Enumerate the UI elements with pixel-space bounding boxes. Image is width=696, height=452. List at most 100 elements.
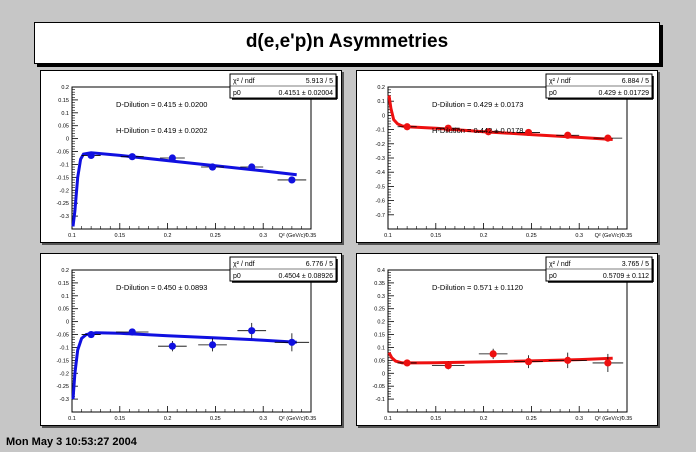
y-tick-label: -0.05 — [56, 150, 69, 156]
x-axis-label: Q² (GeV/c)² — [595, 416, 624, 422]
x-tick-label: 0.3 — [575, 233, 583, 239]
stats-p0-label: p0 — [549, 90, 557, 97]
x-tick-label: 0.35 — [622, 416, 633, 422]
data-point — [444, 124, 452, 132]
chart-bottom-right: -0.1 -0.05 0 0.05 0.1 0.15 0.2 0.25 0.3 0.35 0.4 0.… — [372, 256, 654, 422]
y-tick-label: 0.4 — [377, 268, 385, 274]
page-title: d(e,e'p)n Asymmetries — [245, 31, 449, 52]
y-tick-label: -0.1 — [60, 345, 69, 351]
x-tick-label: 0.15 — [430, 233, 441, 239]
y-tick-label: 0.2 — [377, 320, 385, 326]
dilution-annotation: H-Dilution = 0.442 ± 0.0178 — [432, 126, 523, 135]
plot-frame — [71, 86, 312, 230]
data-point — [128, 328, 136, 336]
stats-chi-value: 5.913 / 5 — [306, 78, 333, 85]
stats-chi-label: χ² / ndf — [233, 261, 255, 268]
chart-pad-bottom-left: -0.3 -0.25 -0.2 -0.15 -0.1 -0.05 0 0.05 0.1 0.15 0… — [40, 253, 342, 426]
chart-top-left: -0.3 -0.25 -0.2 -0.15 -0.1 -0.05 0 0.05 0.1 0.15 0… — [56, 73, 338, 239]
fit-curve — [71, 151, 297, 227]
chart-pad-top-left: -0.3 -0.25 -0.2 -0.15 -0.1 -0.05 0 0.05 0.1 0.15 0… — [40, 70, 342, 243]
y-tick-label: -0.3 — [376, 156, 385, 162]
x-tick-label: 0.2 — [164, 416, 172, 422]
data-point — [524, 358, 533, 366]
data-point — [208, 341, 217, 349]
y-tick-label: 0.2 — [61, 85, 69, 91]
y-tick-label: -0.7 — [376, 213, 385, 219]
x-tick-label: 0.3 — [575, 416, 583, 422]
data-point — [403, 359, 411, 367]
x-tick-label: 0.1 — [384, 233, 392, 239]
x-tick-label: 0.25 — [210, 233, 221, 239]
x-tick-label: 0.2 — [480, 233, 488, 239]
x-axis-label: Q² (GeV/c)² — [279, 233, 308, 239]
y-tick-label: -0.25 — [56, 384, 69, 390]
y-tick-label: 0.25 — [374, 307, 385, 313]
data-point — [564, 131, 572, 139]
y-tick-label: 0.15 — [58, 98, 69, 104]
x-tick-label: 0.15 — [430, 416, 441, 422]
y-tick-label: -0.4 — [376, 170, 385, 176]
stats-chi-label: χ² / ndf — [549, 261, 571, 268]
dilution-annotation: D-Dilution = 0.571 ± 0.1120 — [432, 283, 523, 292]
y-tick-label: -0.25 — [56, 201, 69, 207]
stats-chi-label: χ² / ndf — [233, 78, 255, 85]
y-tick-label: 0.05 — [58, 124, 69, 130]
x-tick-label: 0.2 — [164, 233, 172, 239]
x-tick-label: 0.3 — [259, 416, 267, 422]
fit-curve — [71, 331, 297, 400]
stats-p0-value: 0.429 ± 0.01729 — [598, 90, 649, 97]
y-tick-label: 0.2 — [61, 268, 69, 274]
stats-chi-value: 3.765 / 5 — [622, 261, 649, 268]
y-tick-label: -0.6 — [376, 199, 385, 205]
y-tick-label: -0.2 — [60, 371, 69, 377]
stats-p0-label: p0 — [549, 273, 557, 280]
timestamp: Mon May 3 10:53:27 2004 — [6, 436, 137, 448]
data-point — [288, 176, 296, 184]
y-tick-label: 0.2 — [377, 85, 385, 91]
stats-chi-label: χ² / ndf — [549, 78, 571, 85]
plot-frame — [387, 269, 628, 413]
x-axis-label: Q² (GeV/c)² — [279, 416, 308, 422]
data-point — [524, 128, 533, 137]
title-box: d(e,e'p)n Asymmetries — [34, 22, 660, 64]
y-tick-label: 0.05 — [58, 307, 69, 313]
y-tick-label: 0.15 — [58, 281, 69, 287]
data-point — [168, 342, 176, 350]
y-tick-label: 0 — [66, 320, 69, 326]
y-tick-label: 0 — [66, 137, 69, 143]
y-tick-label: 0.3 — [377, 294, 385, 300]
y-tick-label: -0.1 — [60, 162, 69, 168]
y-tick-label: -0.05 — [372, 384, 385, 390]
x-tick-label: 0.25 — [526, 416, 537, 422]
stats-p0-label: p0 — [233, 273, 241, 280]
y-tick-label: 0 — [382, 371, 385, 377]
y-tick-label: -0.5 — [376, 184, 385, 190]
data-point — [168, 154, 176, 162]
y-tick-label: -0.1 — [376, 397, 385, 403]
stats-p0-value: 0.4151 ± 0.02004 — [279, 90, 334, 97]
data-point — [248, 327, 256, 335]
dilution-annotation: D-Dilution = 0.450 ± 0.0893 — [116, 283, 207, 292]
stats-p0-value: 0.4504 ± 0.08926 — [279, 273, 334, 280]
chart-pad-top-right: -0.7 -0.6 -0.5 -0.4 -0.3 -0.2 -0.1 0 0.1 0.2 0.1 0.… — [356, 70, 658, 243]
x-tick-label: 0.35 — [306, 416, 317, 422]
data-point — [288, 338, 296, 346]
x-tick-label: 0.1 — [68, 416, 76, 422]
y-tick-label: -0.15 — [56, 358, 69, 364]
x-tick-label: 0.2 — [480, 416, 488, 422]
x-tick-label: 0.1 — [384, 416, 392, 422]
data-point — [604, 359, 612, 367]
y-tick-label: 0 — [382, 113, 385, 119]
y-tick-label: -0.05 — [56, 333, 69, 339]
stats-chi-value: 6.776 / 5 — [306, 261, 333, 268]
x-tick-label: 0.15 — [114, 416, 125, 422]
data-point — [87, 330, 95, 339]
y-tick-label: -0.15 — [56, 175, 69, 181]
stats-p0-value: 0.5709 ± 0.112 — [603, 273, 649, 280]
y-tick-label: -0.1 — [376, 128, 385, 134]
dilution-annotation: H-Dilution = 0.419 ± 0.0202 — [116, 126, 207, 135]
y-tick-label: 0.05 — [374, 358, 385, 364]
y-tick-label: 0.1 — [61, 111, 69, 117]
dilution-annotation: D-Dilution = 0.415 ± 0.0200 — [116, 100, 207, 109]
x-tick-label: 0.1 — [68, 233, 76, 239]
